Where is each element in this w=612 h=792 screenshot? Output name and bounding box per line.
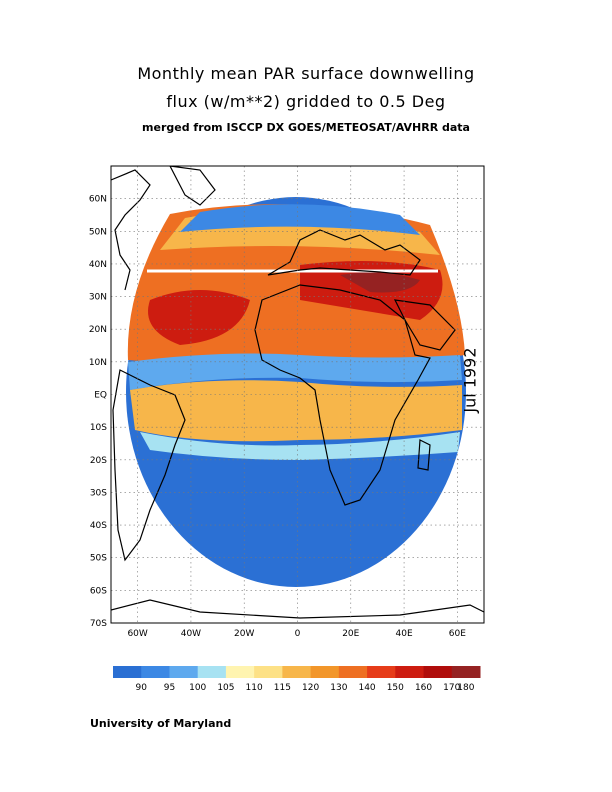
legend-swatch <box>113 666 142 678</box>
legend-swatch <box>367 666 396 678</box>
legend-label: 150 <box>387 683 404 693</box>
legend-swatch <box>423 666 453 678</box>
legend-label: 95 <box>164 683 175 693</box>
longitude-label: 0 <box>295 629 301 639</box>
south-america-outline <box>112 369 186 562</box>
legend-label: 170 <box>443 683 460 693</box>
longitude-label: 20W <box>234 629 254 639</box>
eastern-max-region <box>340 272 420 293</box>
legend-swatch <box>451 666 481 678</box>
europe-outline <box>267 229 421 276</box>
legend-swatch <box>197 666 227 678</box>
latitude-label: 50N <box>89 227 107 237</box>
itcz-cloud-band <box>128 353 462 390</box>
legend-swatch <box>225 666 255 678</box>
latitude-label: 10S <box>90 423 107 433</box>
latitude-label: EQ <box>94 391 107 401</box>
arabia-outline <box>393 299 456 351</box>
legend-swatch <box>282 666 312 678</box>
latitude-label: 20N <box>89 325 107 335</box>
legend-label: 180 <box>457 683 474 693</box>
legend-label: 110 <box>246 683 263 693</box>
antarctica-outline <box>111 599 484 619</box>
legend-label: 90 <box>136 683 148 693</box>
latitude-label: 40S <box>90 521 107 531</box>
legend-label: 105 <box>217 683 234 693</box>
latitude-label: 10N <box>89 358 107 368</box>
graticule <box>111 166 484 624</box>
coastlines <box>111 166 484 619</box>
legend-swatch <box>169 666 199 678</box>
legend-label: 100 <box>189 683 206 693</box>
legend-label: 160 <box>415 683 432 693</box>
latitude-label: 60N <box>89 195 107 205</box>
latitude-label: 40N <box>89 260 107 270</box>
legend-swatch <box>395 666 425 678</box>
map-title-line-1: Monthly mean PAR surface downwelling <box>137 64 475 83</box>
longitude-label: 40W <box>181 629 201 639</box>
equatorial-band <box>130 380 462 442</box>
latitude-label: 60S <box>90 586 107 596</box>
legend-swatch <box>310 666 340 678</box>
legend-label: 130 <box>330 683 347 693</box>
map-subtitle: merged from ISCCP DX GOES/METEOSAT/AVHRR… <box>142 121 470 134</box>
map-frame <box>110 165 485 624</box>
northern-cloud-band <box>180 204 420 235</box>
longitude-label: 60E <box>449 629 466 639</box>
data-field <box>126 197 466 587</box>
latitude-label: 20S <box>90 456 107 466</box>
legend-label: 115 <box>274 683 291 693</box>
date-label: Jul 1992 <box>460 347 480 413</box>
latitude-label: 70S <box>90 619 107 629</box>
legend-swatch <box>254 666 283 678</box>
madagascar-outline <box>417 439 431 471</box>
africa-outline <box>254 284 431 506</box>
map-title-line-2: flux (w/m**2) gridded to 0.5 Deg <box>166 92 446 111</box>
longitude-labels: 60W 40W 20W 0 20E 40E 60E <box>127 629 466 639</box>
latitude-label: 30N <box>89 293 107 303</box>
legend-label: 120 <box>302 683 319 693</box>
latitude-label: 50S <box>90 554 107 564</box>
longitude-label: 20E <box>342 629 359 639</box>
credit-text: University of Maryland <box>90 717 232 730</box>
legend-swatch <box>141 666 170 678</box>
latitude-labels: 60N 50N 40N 30N 20N 10N EQ 10S 20S 30S 40S 50S 60S 70… <box>89 195 107 629</box>
latitude-label: 30S <box>90 488 107 498</box>
longitude-label: 40E <box>396 629 413 639</box>
greenland-outline <box>169 166 216 206</box>
atlantic-max-region <box>148 290 250 345</box>
legend-swatch <box>338 666 368 678</box>
longitude-label: 60W <box>127 629 147 639</box>
north-america-outline <box>111 169 151 291</box>
legend-label: 140 <box>358 683 375 693</box>
transition-band <box>140 432 460 460</box>
